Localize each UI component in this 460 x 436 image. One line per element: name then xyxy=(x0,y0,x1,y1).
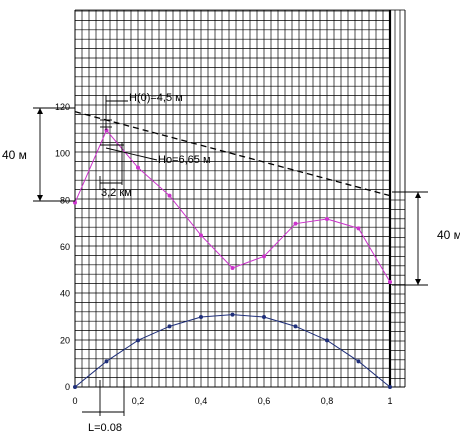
ho-label: Ho=6,65 м xyxy=(158,154,211,166)
data-point xyxy=(167,193,172,198)
l-label: L=0.08 xyxy=(88,422,122,434)
x-tick-label: 0,6 xyxy=(258,396,271,406)
data-point xyxy=(262,254,266,259)
data-point xyxy=(293,221,298,226)
distance-label: 3,2 км xyxy=(101,187,132,199)
y-tick-label: 0 xyxy=(65,382,70,392)
y-tick-label: 60 xyxy=(60,242,70,252)
x-tick-label: 0 xyxy=(72,396,77,406)
axes xyxy=(74,9,406,388)
y-tick-label: 20 xyxy=(60,335,70,345)
data-point xyxy=(199,315,203,319)
x-tick-label: 0,4 xyxy=(195,396,208,406)
data-point xyxy=(388,385,392,389)
data-point xyxy=(167,324,172,329)
data-point xyxy=(388,280,392,284)
x-tick-label: 0,8 xyxy=(321,396,334,406)
data-point xyxy=(293,324,298,329)
data-point xyxy=(136,338,140,343)
data-point xyxy=(356,226,361,231)
x-tick-label: 1 xyxy=(387,396,392,406)
y-tick-label: 40 xyxy=(60,289,70,299)
data-point xyxy=(230,312,235,317)
data-point xyxy=(230,266,235,270)
arrowhead xyxy=(415,279,421,285)
tick-labels: 0 0,2 0,4 0,6 0,8 1 0 20 40 60 80 100 120 xyxy=(55,102,393,406)
h0-label: H(0)=4,5 м xyxy=(129,92,183,104)
grid xyxy=(74,10,406,388)
data-point xyxy=(325,217,329,221)
y-tick-label: 80 xyxy=(60,195,70,205)
arrowhead xyxy=(37,195,43,201)
data-point xyxy=(262,315,266,319)
ho-leader xyxy=(105,147,158,161)
data-point xyxy=(104,128,109,133)
right-dimension-label: 40 м xyxy=(437,228,460,242)
series-line xyxy=(74,314,391,388)
y-tick-label: 100 xyxy=(55,149,70,159)
series xyxy=(73,111,392,389)
data-point xyxy=(73,385,77,389)
arrowhead xyxy=(37,108,43,114)
x-tick-label: 0,2 xyxy=(132,396,145,406)
data-point xyxy=(73,200,77,205)
left-dimension-label: 40 м xyxy=(2,148,27,162)
data-point xyxy=(325,338,329,343)
arrowhead xyxy=(415,192,421,198)
annotations: H(0)=4,5 м Ho=6,65 м 3,2 км 40 м 40 м L=… xyxy=(2,92,460,434)
y-tick-label: 120 xyxy=(55,102,70,112)
data-point xyxy=(199,233,203,238)
dashed-line xyxy=(74,111,391,197)
data-point xyxy=(104,359,109,364)
data-point xyxy=(356,359,361,364)
data-point xyxy=(136,165,140,170)
